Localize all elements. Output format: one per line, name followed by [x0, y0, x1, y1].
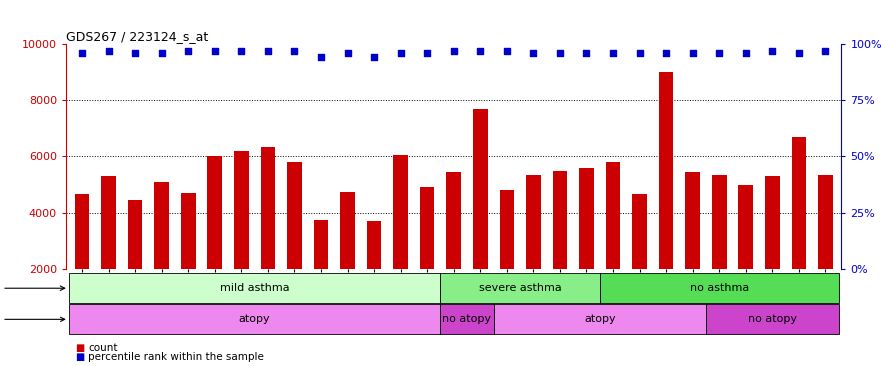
Point [181, 48, 196, 53]
Point [766, 48, 780, 53]
Bar [606, 162, 620, 325]
Bar [712, 175, 727, 325]
Bar [706, 305, 839, 334]
Point [287, 48, 301, 53]
Point [75, 50, 89, 56]
Bar [234, 151, 248, 325]
Point [208, 48, 222, 53]
Bar [340, 192, 355, 325]
Point [394, 50, 408, 56]
Bar [75, 194, 89, 325]
Point [367, 55, 381, 60]
Bar [579, 168, 594, 325]
Point [261, 48, 275, 53]
Bar [818, 175, 833, 325]
Point [633, 50, 647, 56]
Bar [420, 187, 434, 325]
Bar [101, 176, 116, 325]
Bar [287, 162, 301, 325]
Point [818, 48, 833, 53]
Point [606, 50, 620, 56]
Text: no asthma: no asthma [690, 283, 749, 293]
Bar [69, 305, 440, 334]
Point [739, 50, 753, 56]
Point [553, 50, 567, 56]
Bar [633, 194, 647, 325]
Bar [600, 273, 839, 303]
Bar [207, 156, 222, 325]
Point [685, 50, 700, 56]
Bar [69, 273, 440, 303]
Point [234, 48, 248, 53]
Text: atopy: atopy [239, 314, 270, 324]
Point [340, 50, 354, 56]
Text: mild asthma: mild asthma [219, 283, 289, 293]
Point [712, 50, 726, 56]
Text: no atopy: no atopy [748, 314, 796, 324]
Bar [154, 182, 169, 325]
Text: other: other [0, 283, 64, 293]
Bar [473, 109, 487, 325]
Bar [493, 305, 706, 334]
Point [659, 50, 673, 56]
Text: atopy: atopy [584, 314, 616, 324]
Text: count: count [88, 343, 117, 353]
Point [154, 50, 168, 56]
Bar [181, 193, 196, 325]
Text: no atopy: no atopy [442, 314, 492, 324]
Bar [393, 155, 408, 325]
Point [314, 55, 328, 60]
Text: ■: ■ [75, 352, 84, 362]
Bar [765, 176, 780, 325]
Bar [366, 221, 381, 325]
Bar [552, 171, 567, 325]
Text: disease state: disease state [0, 314, 64, 324]
Bar [128, 200, 143, 325]
Bar [500, 190, 515, 325]
Text: GDS267 / 223124_s_at: GDS267 / 223124_s_at [66, 30, 208, 43]
Point [447, 48, 461, 53]
Point [526, 50, 540, 56]
Point [792, 50, 806, 56]
Text: ■: ■ [75, 343, 84, 353]
Bar [447, 172, 461, 325]
Point [500, 48, 514, 53]
Text: severe asthma: severe asthma [478, 283, 561, 293]
Point [580, 50, 594, 56]
Bar [440, 273, 600, 303]
Point [101, 48, 115, 53]
Bar [738, 184, 753, 325]
Bar [659, 72, 673, 325]
Bar [440, 305, 493, 334]
Bar [314, 220, 329, 325]
Point [128, 50, 142, 56]
Bar [526, 175, 541, 325]
Point [420, 50, 434, 56]
Bar [685, 172, 700, 325]
Bar [791, 137, 806, 325]
Point [473, 48, 487, 53]
Text: percentile rank within the sample: percentile rank within the sample [88, 352, 264, 362]
Bar [261, 147, 275, 325]
